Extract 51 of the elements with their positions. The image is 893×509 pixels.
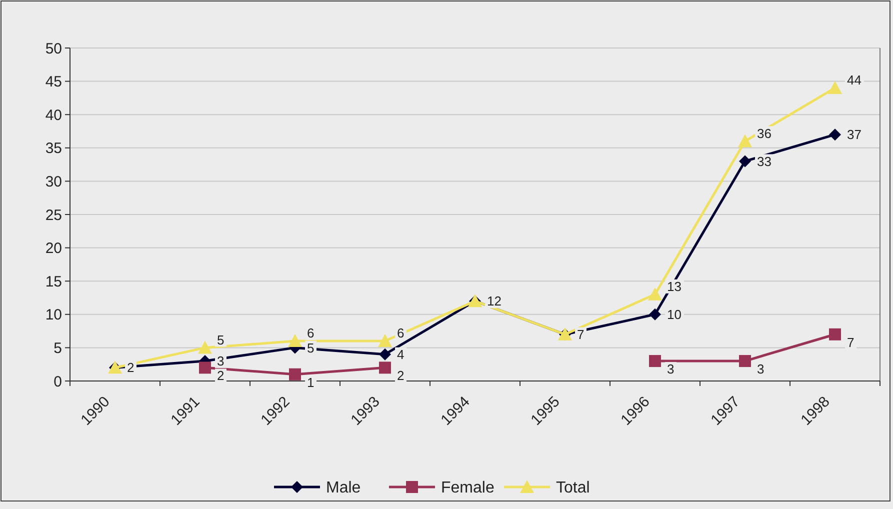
data-label: 1	[307, 374, 314, 390]
y-tick-label: 40	[45, 106, 62, 124]
data-label: 7	[577, 326, 584, 342]
data-label: 7	[847, 334, 854, 350]
y-tick-label: 50	[45, 40, 62, 58]
point	[379, 362, 391, 374]
y-tick-label: 45	[45, 74, 62, 91]
data-label: 2	[127, 360, 134, 376]
data-label: 13	[667, 278, 682, 294]
point	[738, 134, 752, 148]
y-tick-label: 30	[45, 173, 62, 190]
legend-label: Male	[326, 480, 361, 497]
data-label: 5	[217, 332, 224, 348]
y-tick-label: 5	[54, 340, 62, 357]
point	[378, 334, 392, 348]
data-label: 3	[217, 354, 224, 369]
data-label: 44	[847, 72, 862, 88]
point	[648, 287, 662, 300]
legend-label: Female	[441, 480, 494, 497]
point	[198, 340, 212, 354]
point	[649, 308, 661, 320]
point	[829, 128, 841, 141]
data-label: 12	[487, 294, 502, 309]
legend-label: Total	[556, 480, 590, 497]
point	[829, 328, 841, 340]
data-label: 3	[757, 362, 764, 377]
point	[739, 355, 751, 368]
data-label: 3	[667, 362, 674, 377]
point	[199, 362, 211, 374]
data-label: 2	[397, 368, 404, 384]
data-label: 2	[217, 368, 224, 384]
point	[828, 80, 842, 94]
y-tick-label: 0	[54, 373, 62, 390]
point	[379, 348, 391, 360]
y-tick-label: 20	[45, 240, 62, 258]
data-label: 4	[397, 346, 404, 362]
point	[289, 368, 301, 380]
y-tick-label: 35	[45, 140, 62, 158]
y-tick-label: 10	[45, 306, 62, 324]
point	[649, 355, 661, 368]
point	[288, 334, 302, 348]
y-tick-label: 25	[45, 206, 62, 224]
data-label: 5	[307, 340, 314, 356]
data-label: 36	[757, 126, 772, 141]
data-label: 33	[757, 154, 772, 169]
data-label: 6	[397, 326, 404, 341]
data-label: 6	[307, 326, 314, 341]
point	[739, 155, 751, 168]
y-tick-label: 15	[45, 273, 62, 290]
data-label: 10	[667, 306, 682, 322]
data-label: 37	[847, 127, 862, 142]
